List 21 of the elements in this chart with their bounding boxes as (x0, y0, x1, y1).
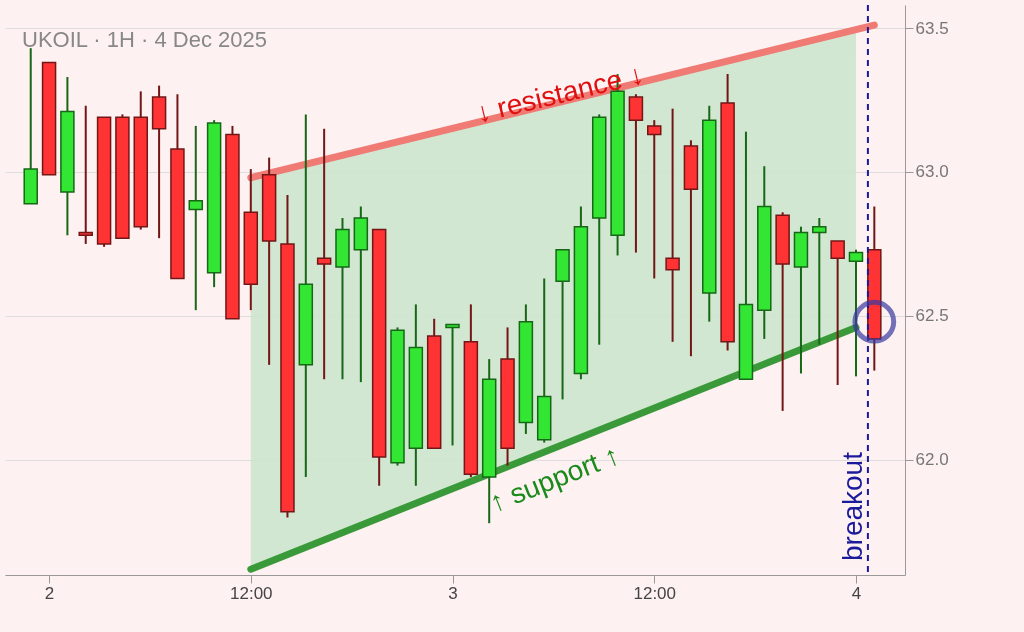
candlestick (445, 323, 460, 447)
candlestick (665, 107, 680, 343)
candlestick (628, 93, 644, 254)
x-tick-label: 2 (44, 583, 55, 603)
candlestick (78, 104, 93, 245)
candlestick (188, 124, 204, 312)
y-tick-label: 63.5 (915, 18, 949, 38)
candlestick (316, 127, 332, 381)
candlestick (830, 240, 845, 386)
x-tick-label: 12:00 (633, 583, 677, 603)
annotation: ↓ resistance ↓ (472, 58, 647, 129)
annotation: breakout (836, 451, 868, 561)
text: UKOIL · 1H · 4 Dec 2025 (22, 27, 267, 52)
x-tick-label: 4 (851, 583, 862, 603)
y-tick-label: 62.0 (915, 450, 949, 470)
y-tick-label: 62.5 (915, 306, 949, 326)
x-tick-label: 3 (448, 583, 458, 603)
y-tick-label: 63.0 (915, 162, 949, 182)
x-tick-label: 12:00 (230, 583, 273, 603)
candlestick (812, 217, 827, 346)
candlestick (647, 119, 662, 280)
